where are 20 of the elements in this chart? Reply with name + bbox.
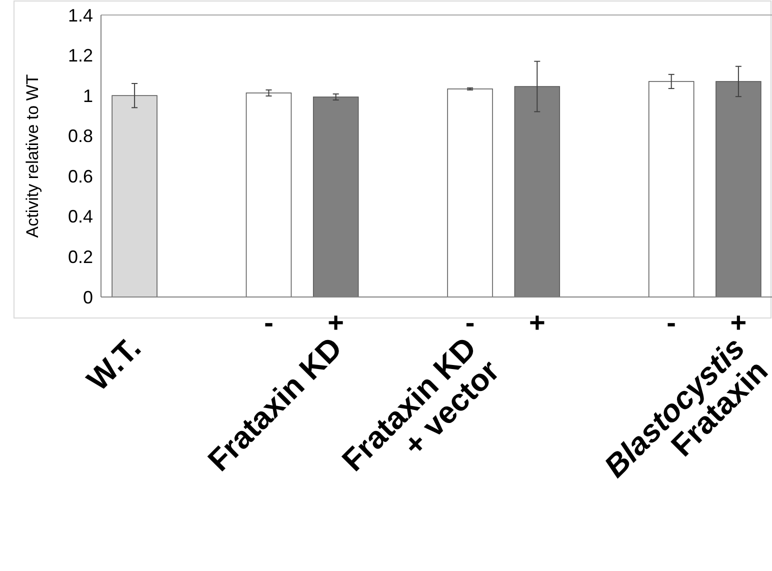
y-tick-label: 1	[82, 86, 93, 106]
bar	[246, 92, 292, 298]
x-tick-label: -	[666, 306, 676, 338]
text: W.T.	[80, 330, 148, 398]
x-tick-label: +	[328, 306, 344, 338]
y-tick-label: 1.4	[68, 5, 93, 26]
bar	[112, 95, 158, 298]
x-tick-label: -	[465, 306, 475, 338]
bar	[447, 88, 493, 298]
y-tick-label: 1.2	[68, 46, 93, 66]
x-tick-label: +	[730, 306, 747, 338]
y-tick-label: 0.6	[68, 166, 93, 186]
x-tick-label: +	[528, 306, 546, 338]
y-tick-label: 0.8	[68, 126, 93, 146]
y-tick-label: 0.4	[68, 206, 93, 227]
x-tick-label: -	[264, 306, 274, 338]
y-tick-label: 0	[82, 287, 93, 308]
y-tick-label: 0.2	[68, 247, 93, 268]
y-axis-title: Activity relative to WT	[23, 74, 42, 238]
bar	[648, 81, 694, 298]
